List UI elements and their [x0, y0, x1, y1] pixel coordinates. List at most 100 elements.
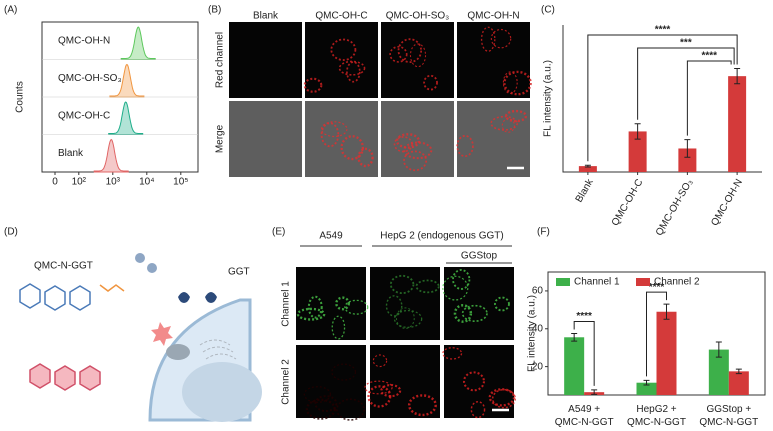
error-bar	[684, 139, 691, 158]
enzyme	[178, 292, 190, 303]
image-tile	[305, 22, 378, 98]
cell	[442, 347, 463, 360]
bar	[708, 349, 729, 395]
row-label: Channel 2	[281, 359, 292, 405]
image-tile	[229, 22, 302, 98]
cell	[504, 109, 528, 123]
bar	[564, 337, 585, 395]
cell	[393, 309, 423, 328]
y-axis-label: FL intensity (a.u.)	[543, 60, 554, 137]
cell	[490, 28, 512, 49]
error-bar	[591, 389, 598, 395]
cell	[336, 398, 365, 421]
cell	[331, 315, 346, 340]
cell	[320, 122, 340, 148]
cell	[403, 150, 428, 172]
cell	[307, 295, 323, 319]
significance-bracket	[573, 321, 595, 386]
legend-swatch	[636, 278, 650, 286]
significance-label: ****	[576, 311, 592, 322]
significance-label: ***	[680, 38, 692, 49]
x-tick-label: 0	[52, 177, 58, 188]
image-tile	[444, 267, 514, 340]
molecule	[147, 263, 157, 273]
x-tick-label: 10⁴	[139, 177, 154, 188]
significance-label: ****	[655, 25, 671, 36]
molecule	[135, 253, 145, 263]
probe-label: QMC-N-GGT	[34, 261, 93, 272]
image-tile	[457, 101, 530, 177]
y-tick-label: 40	[532, 323, 544, 334]
cell	[364, 380, 393, 395]
cell	[338, 60, 366, 76]
cell	[389, 45, 408, 63]
cell	[395, 307, 415, 329]
legend-label: Channel 1	[574, 277, 620, 288]
row-label: Channel 1	[281, 281, 292, 327]
error-bar	[584, 164, 591, 168]
x-tick-label: GGStop + QMC-N-GGT	[699, 404, 758, 428]
panel-label: (D)	[4, 227, 18, 238]
ggt-chain	[99, 284, 125, 292]
y-tick-label: 20	[532, 361, 544, 372]
significance-bracket	[646, 291, 667, 377]
legend-label: QMC-OH-N	[58, 35, 110, 46]
cell	[488, 388, 516, 407]
error-bar	[634, 123, 641, 140]
column-label: Blank	[253, 11, 279, 22]
cell	[367, 385, 392, 408]
histogram-curve	[109, 63, 145, 98]
bar	[678, 148, 697, 172]
image-tile	[296, 267, 366, 340]
image-tile	[305, 101, 378, 177]
x-tick-label: 10³	[106, 177, 121, 188]
cell	[389, 274, 415, 295]
image-tile	[444, 345, 514, 418]
bar	[728, 371, 749, 395]
cell	[452, 269, 471, 290]
cell	[403, 141, 433, 160]
x-tick-label: QMC-OH-C	[610, 177, 646, 228]
row-label: Red channel	[215, 32, 226, 88]
cell	[372, 354, 388, 368]
cell	[409, 43, 427, 68]
image-tile	[370, 267, 440, 340]
significance-bracket	[637, 47, 735, 120]
panel-label: (C)	[541, 5, 555, 16]
cell	[330, 38, 357, 61]
product-structure	[29, 363, 101, 391]
panel-label: (A)	[4, 5, 17, 16]
cell	[303, 386, 332, 403]
bar	[578, 166, 597, 172]
image-tile	[229, 101, 302, 177]
cell	[357, 147, 374, 168]
cell	[380, 383, 402, 398]
error-bar	[735, 368, 742, 375]
legend-label: QMC-OH-C	[58, 110, 110, 121]
bar	[656, 311, 677, 395]
group-label: A549	[319, 231, 343, 242]
legend-label: Channel 2	[654, 277, 700, 288]
x-tick-label: Blank	[574, 176, 597, 204]
error-bar	[571, 333, 578, 342]
cell	[346, 61, 361, 83]
cell	[470, 401, 486, 419]
cell	[502, 71, 518, 94]
legend-label: QMC-OH-SO₃	[58, 73, 122, 84]
cell	[423, 74, 438, 91]
enzyme-label: GGT	[228, 267, 250, 278]
cell	[395, 133, 421, 149]
cell	[314, 395, 338, 412]
cell	[415, 279, 440, 294]
histogram-curve	[93, 138, 129, 173]
x-tick-label: QMC-OH-N	[709, 177, 745, 228]
error-bar	[715, 341, 722, 358]
significance-bracket	[587, 34, 738, 162]
bar	[636, 382, 657, 395]
y-tick-label: 60	[532, 286, 544, 297]
cell	[503, 70, 532, 96]
error-bar	[663, 303, 670, 320]
panel-label: (B)	[208, 5, 221, 16]
cell	[461, 304, 488, 322]
cell	[494, 296, 510, 312]
